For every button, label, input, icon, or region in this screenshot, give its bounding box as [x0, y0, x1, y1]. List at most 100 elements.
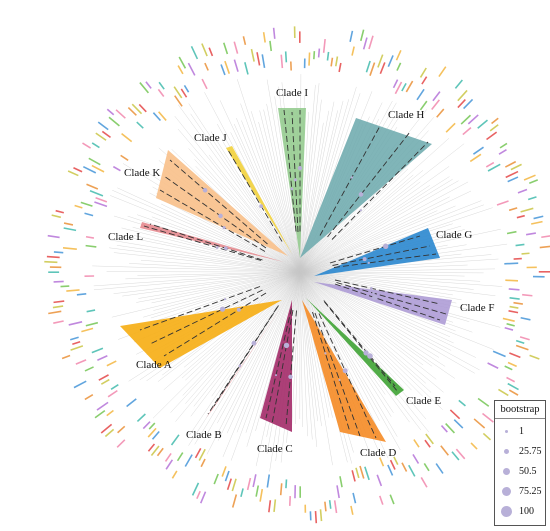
- tip-label: [519, 336, 530, 341]
- tip-label: [91, 347, 104, 354]
- tip-label: [115, 109, 126, 119]
- tip-label: [369, 62, 376, 76]
- branch-line: [299, 271, 433, 367]
- tip-label: [477, 397, 490, 407]
- tip-label: [151, 430, 160, 440]
- clade-h-label: Clade H: [388, 109, 424, 121]
- legend-item: 50.5: [495, 463, 545, 481]
- tip-label: [44, 260, 58, 264]
- tip-label: [294, 485, 297, 499]
- branch-line: [299, 207, 493, 273]
- tip-label: [304, 504, 307, 513]
- clade-d-label: Clade D: [360, 447, 396, 459]
- tip-label: [95, 196, 108, 203]
- tip-label: [66, 289, 80, 292]
- tip-label: [339, 476, 343, 488]
- tip-label: [136, 413, 146, 423]
- tip-label: [268, 500, 272, 513]
- tip-label: [330, 57, 334, 67]
- bootstrap-node: [202, 187, 208, 193]
- tip-label: [231, 494, 238, 508]
- branch-line: [299, 271, 423, 397]
- inner-branch: [324, 301, 399, 393]
- inner-branch: [312, 311, 351, 433]
- branch-line: [299, 271, 427, 420]
- tip-label: [472, 146, 484, 155]
- branch-line: [259, 110, 301, 273]
- tip-label: [516, 214, 525, 219]
- branch-line: [299, 271, 303, 428]
- tip-label: [173, 86, 183, 99]
- bootstrap-node: [338, 379, 341, 381]
- legend-label: 25.75: [519, 446, 542, 457]
- tip-label: [86, 183, 99, 190]
- branch-line: [299, 271, 475, 374]
- tip-label: [200, 458, 206, 468]
- tip-label: [352, 492, 357, 504]
- clade-b-wedge: [206, 300, 286, 418]
- branch-line: [299, 271, 453, 296]
- legend-item: 25.75: [495, 443, 545, 461]
- tip-label: [505, 279, 519, 282]
- branch-line: [299, 271, 480, 371]
- tip-label: [509, 352, 521, 359]
- tip-label: [220, 64, 226, 76]
- tip-label: [280, 54, 284, 69]
- branch-line: [234, 123, 301, 273]
- tip-label: [131, 103, 143, 115]
- clade-j-label: Clade J: [194, 132, 227, 144]
- branch-line: [110, 195, 301, 273]
- branch-line: [299, 170, 424, 273]
- legend-label: 75.25: [519, 486, 542, 497]
- tip-label: [246, 477, 252, 491]
- tip-label: [365, 60, 371, 73]
- branch-line: [299, 101, 335, 273]
- branch-line: [174, 115, 301, 273]
- tip-label: [158, 111, 167, 121]
- branch-line: [299, 271, 317, 447]
- tip-label: [250, 48, 255, 62]
- tip-label: [273, 499, 277, 513]
- clade-b-label: Clade B: [186, 429, 222, 441]
- bootstrap-node: [215, 246, 219, 249]
- tip-label: [199, 491, 207, 504]
- tip-label: [496, 200, 509, 206]
- inner-branch: [149, 289, 263, 345]
- branch-line: [152, 271, 301, 419]
- branch-line: [163, 271, 301, 390]
- inner-branch: [334, 283, 441, 321]
- tip-label: [96, 401, 109, 411]
- clade-j-wedge: [226, 146, 292, 254]
- tip-label: [147, 427, 157, 438]
- branch-line: [299, 271, 378, 428]
- tip-label: [84, 366, 94, 372]
- branch-line: [185, 271, 301, 381]
- tip-label: [299, 31, 301, 43]
- branch-line: [258, 121, 301, 273]
- bootstrap-node: [372, 294, 378, 301]
- tip-label: [506, 230, 517, 235]
- branch-line: [161, 203, 301, 273]
- tip-label: [319, 509, 323, 522]
- tip-label: [389, 494, 395, 505]
- tip-label: [84, 275, 95, 278]
- tip-label: [74, 204, 83, 209]
- inner-branch: [332, 245, 431, 266]
- tip-label: [244, 62, 249, 75]
- tip-label: [351, 470, 356, 482]
- tip-label: [436, 108, 445, 118]
- bootstrap-node: [275, 374, 277, 377]
- tip-label: [515, 339, 525, 344]
- tip-label: [86, 309, 96, 313]
- tip-label: [164, 452, 172, 462]
- tip-label: [455, 448, 466, 460]
- tip-label: [285, 479, 288, 489]
- tip-label: [84, 212, 94, 217]
- tip-label: [242, 36, 247, 46]
- branch-line: [299, 99, 322, 273]
- branch-line: [241, 120, 301, 273]
- tip-label: [523, 174, 536, 181]
- tip-label: [127, 106, 137, 116]
- inner-branch: [323, 300, 396, 387]
- tip-label: [213, 473, 219, 485]
